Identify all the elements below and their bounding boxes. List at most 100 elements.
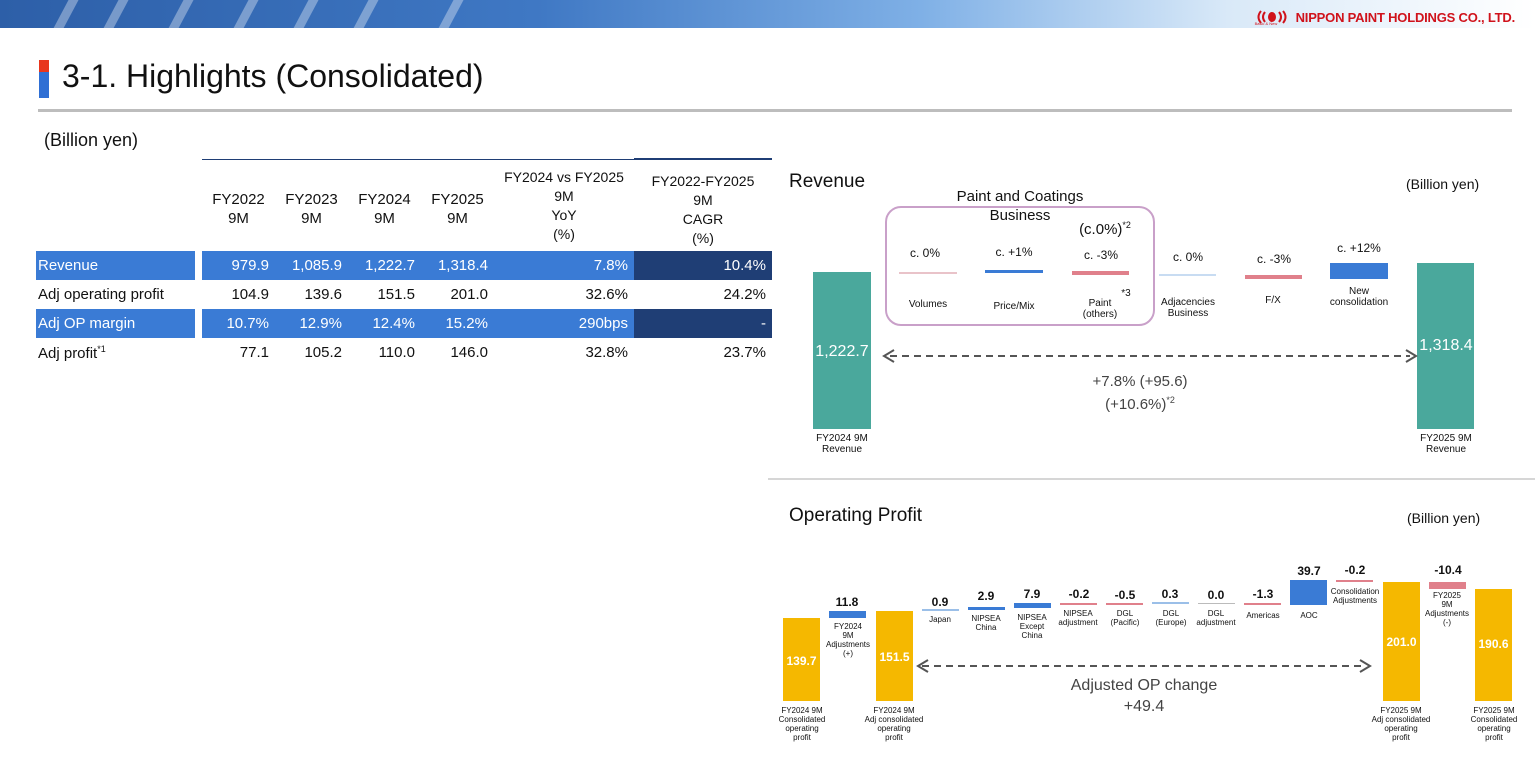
- op-bar: [1336, 580, 1373, 582]
- step-bar-paint-others: [1072, 271, 1129, 275]
- op-label: FY2025 9M Consolidated operating profit: [1470, 706, 1518, 742]
- table-cell: 10.7%: [202, 309, 275, 338]
- op-label: DGL (Europe): [1155, 609, 1187, 627]
- op-label: FY2025 9M Adjustments (-): [1424, 591, 1470, 627]
- step-pct: c. 0%: [1172, 250, 1203, 264]
- op-value: 11.8: [835, 595, 859, 609]
- op-bar: [1014, 603, 1051, 608]
- op-change-title: Adjusted OP change: [1070, 677, 1218, 694]
- table-cell: 139.6: [275, 280, 348, 309]
- op-label: Americas: [1246, 611, 1280, 620]
- yoy-cell: 32.6%: [514, 280, 634, 309]
- op-bar: [1290, 580, 1327, 605]
- op-value: 0.3: [1161, 587, 1179, 601]
- title-divider: [38, 109, 1512, 112]
- step-bar-fx: [1245, 275, 1302, 279]
- row-label: Adj OP margin: [36, 309, 195, 338]
- revenue-bar-start: [813, 272, 871, 429]
- box-note: (c.0%)*2: [1079, 220, 1131, 238]
- revenue-unit: (Billion yen): [1406, 176, 1480, 192]
- op-bar: [1152, 602, 1189, 604]
- col-header: FY2024 9M: [348, 158, 421, 251]
- op-value: 39.7: [1297, 564, 1321, 578]
- col-header: FY2025 9M: [421, 158, 494, 251]
- step-name: Paint (others): [1082, 298, 1118, 320]
- paint-coatings-box: [885, 206, 1155, 326]
- op-label: NIPSEA China: [971, 614, 1001, 632]
- step-sup: *3: [1121, 288, 1131, 299]
- table-cell: 12.4%: [348, 309, 421, 338]
- col-header: FY2022 9M: [202, 158, 275, 251]
- table-unit: (Billion yen): [44, 130, 139, 150]
- op-value: -0.2: [1068, 587, 1090, 601]
- revenue-start-label: FY2024 9M Revenue: [816, 433, 868, 455]
- company-logo: NIPPON PAINT HOLDINGS CO., LTD. Basic & …: [1253, 6, 1516, 28]
- op-bar: [1244, 603, 1281, 605]
- table-cell: 110.0: [348, 338, 421, 367]
- op-value: 139.7: [786, 654, 817, 668]
- row-label: Adj profit*1: [36, 338, 195, 367]
- table-cell: 201.0: [421, 280, 494, 309]
- step-bar-price-mix: [985, 270, 1043, 273]
- op-value: 0.0: [1207, 588, 1225, 602]
- op-value: -10.4: [1434, 563, 1462, 577]
- table-cell: 1,085.9: [275, 251, 348, 280]
- op-value: 151.5: [879, 650, 910, 664]
- op-bar: [922, 609, 959, 611]
- revenue-change: +7.8% (+95.6): [1092, 373, 1188, 390]
- step-line-volumes: [899, 272, 957, 274]
- table-cell: 1,318.4: [421, 251, 494, 280]
- company-name: NIPPON PAINT HOLDINGS CO., LTD.: [1295, 9, 1516, 25]
- op-label: FY2024 9M Adjustments (+): [825, 622, 871, 658]
- op-bar: [876, 611, 913, 701]
- op-value: -0.5: [1114, 588, 1136, 602]
- op-bar: [968, 607, 1005, 610]
- page-title: 3-1. Highlights (Consolidated): [62, 58, 484, 94]
- step-pct: c. 0%: [909, 246, 940, 260]
- table-cell: 979.9: [202, 251, 275, 280]
- table-row: Adj operating profit 104.9 139.6 151.5 2…: [36, 280, 772, 309]
- step-name: Price/Mix: [993, 301, 1035, 312]
- table-cell: 105.2: [275, 338, 348, 367]
- cagr-cell: 23.7%: [634, 338, 772, 367]
- op-bar: [1060, 603, 1097, 605]
- step-name: New consolidation: [1329, 286, 1389, 308]
- op-label: DGL (Pacific): [1110, 609, 1140, 627]
- step-pct: c. -3%: [1083, 248, 1118, 262]
- brand-mark-icon: [1257, 10, 1287, 24]
- yoy-cell: 32.8%: [514, 338, 634, 367]
- section-divider: [768, 478, 1535, 480]
- table-cell: 104.9: [202, 280, 275, 309]
- step-line-adjacencies: [1159, 274, 1216, 276]
- revenue-title: Revenue: [789, 171, 866, 192]
- step-name: Adjacencies Business: [1161, 297, 1215, 319]
- table-cell: 1,222.7: [348, 251, 421, 280]
- cagr-cell: 24.2%: [634, 280, 772, 309]
- op-value: 190.6: [1478, 637, 1509, 651]
- op-label: Consolidation Adjustments: [1330, 587, 1380, 605]
- revenue-bar-end: [1417, 263, 1474, 429]
- op-bar: [783, 618, 820, 701]
- op-value: 2.9: [977, 589, 995, 603]
- row-label: Adj operating profit: [36, 280, 195, 309]
- op-label: FY2025 9M Adj consolidated operating pro…: [1371, 706, 1431, 742]
- revenue-end-value: 1,318.4: [1419, 337, 1473, 354]
- title-accent: [39, 60, 49, 98]
- step-name: Volumes: [908, 299, 948, 310]
- step-name: F/X: [1265, 295, 1281, 306]
- table-row: Adj profit*1 77.1 105.2 110.0 146.0 32.8…: [36, 338, 772, 367]
- yoy-cell: 7.8%: [514, 251, 634, 280]
- op-value: -0.2: [1344, 563, 1366, 577]
- op-unit: (Billion yen): [1407, 510, 1481, 526]
- op-label: NIPSEA Except China: [1017, 613, 1047, 640]
- revenue-end-label: FY2025 9M Revenue: [1420, 433, 1472, 455]
- revenue-change-arrow: [882, 349, 1418, 363]
- op-value: 0.9: [931, 595, 949, 609]
- table-cell: 15.2%: [421, 309, 494, 338]
- company-tagline: Basic & New: [1254, 21, 1278, 26]
- table-row: Adj OP margin 10.7% 12.9% 12.4% 15.2% 29…: [36, 309, 772, 338]
- step-pct: c. +1%: [995, 245, 1033, 259]
- op-value: 7.9: [1023, 587, 1041, 601]
- highlights-table: FY2022 9M FY2023 9M FY2024 9M FY2025 9M …: [36, 158, 772, 367]
- col-header: FY2023 9M: [275, 158, 348, 251]
